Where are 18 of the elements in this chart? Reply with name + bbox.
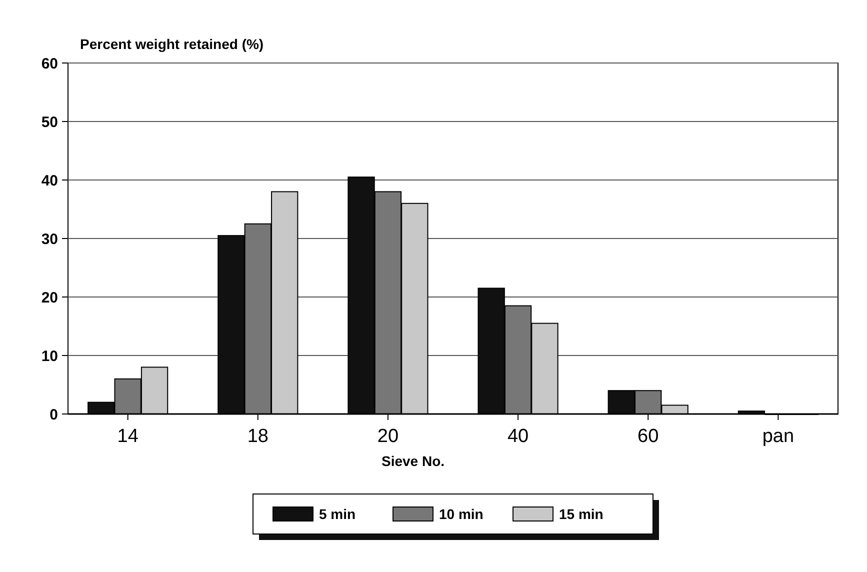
x-tick-label: 20 xyxy=(377,426,399,447)
y-tick-label: 40 xyxy=(41,172,58,190)
x-axis-title: Sieve No. xyxy=(381,453,445,469)
x-tick-label: 18 xyxy=(247,426,268,447)
y-tick-label: 10 xyxy=(41,348,58,365)
x-tick-label: 40 xyxy=(507,426,529,447)
y-tick-label: 30 xyxy=(41,230,58,248)
y-tick-label: 0 xyxy=(50,406,58,424)
y-tick-label: 60 xyxy=(41,55,58,72)
legend-label: 10 min xyxy=(439,506,484,522)
x-tick-label: pan xyxy=(762,426,794,447)
y-tick-label: 50 xyxy=(41,114,58,131)
x-tick-label: 14 xyxy=(117,426,139,447)
legend-label: 5 min xyxy=(319,506,356,522)
y-tick-label: 20 xyxy=(41,289,58,306)
y-axis-title: Percent weight retained (%) xyxy=(80,36,264,52)
legend-label: 15 min xyxy=(559,506,604,522)
x-tick-label: 60 xyxy=(638,426,659,447)
